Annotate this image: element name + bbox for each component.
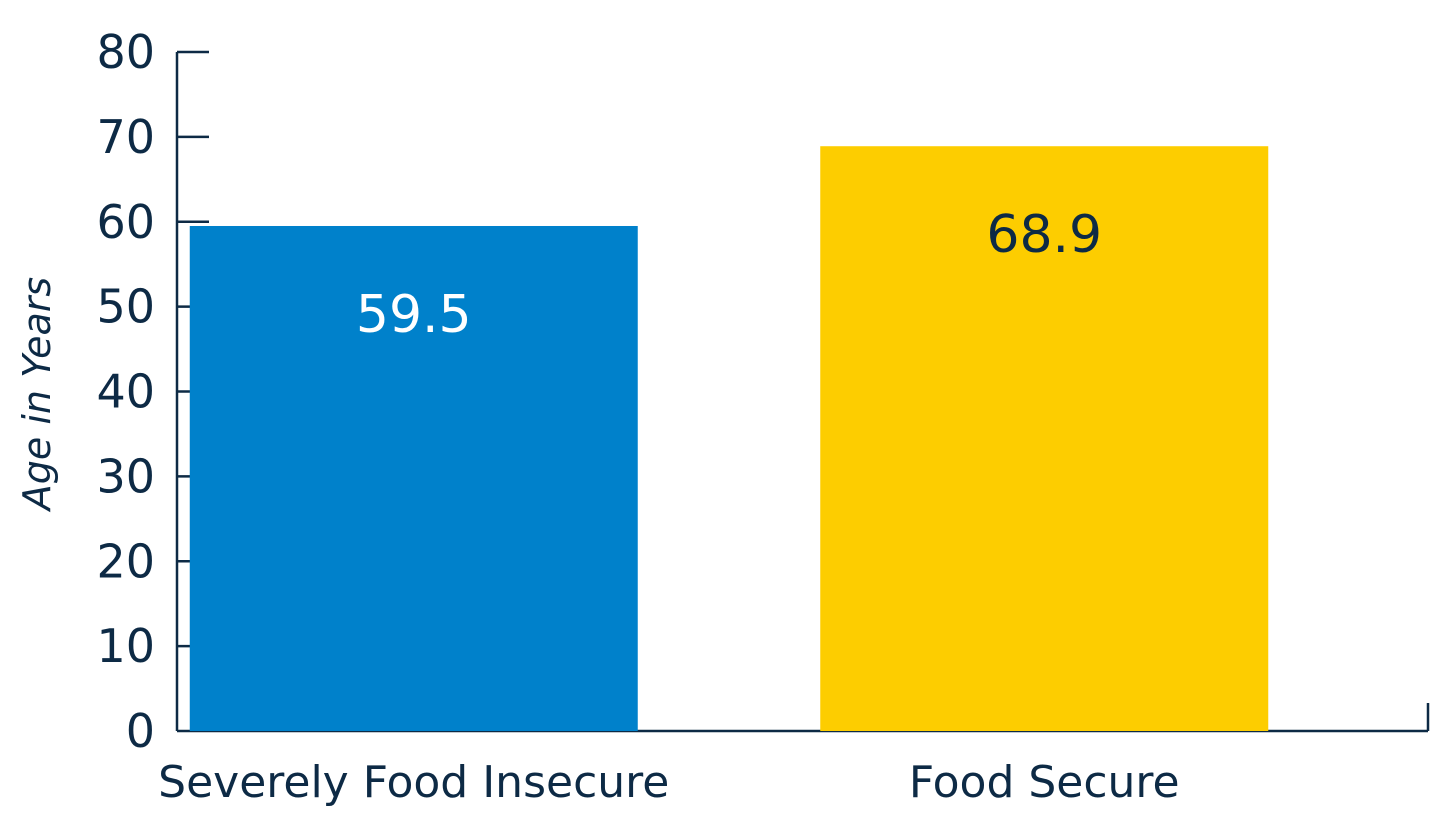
y-tick-label: 60	[96, 195, 155, 249]
bar-value-label: 59.5	[356, 285, 472, 345]
data-labels: 59.5 68.9	[356, 205, 1102, 345]
y-tick-label: 70	[96, 110, 155, 164]
y-tick-label: 10	[96, 619, 155, 673]
y-tick-label: 50	[96, 280, 155, 334]
y-tick-label: 0	[126, 704, 155, 758]
y-tick-label: 20	[96, 534, 155, 588]
x-category-label: Food Secure	[909, 757, 1180, 808]
bar-1	[189, 225, 638, 731]
x-axis: Severely Food Insecure Food Secure	[158, 703, 1430, 808]
y-tick-label: 80	[96, 25, 155, 79]
bars	[189, 146, 1269, 731]
y-axis-title: Age in Years	[15, 277, 59, 513]
y-tick-label: 40	[96, 365, 155, 419]
y-tick-label: 30	[96, 449, 155, 503]
bar-2	[820, 146, 1269, 731]
bar-value-label: 68.9	[986, 205, 1102, 265]
x-category-label: Severely Food Insecure	[158, 757, 669, 808]
